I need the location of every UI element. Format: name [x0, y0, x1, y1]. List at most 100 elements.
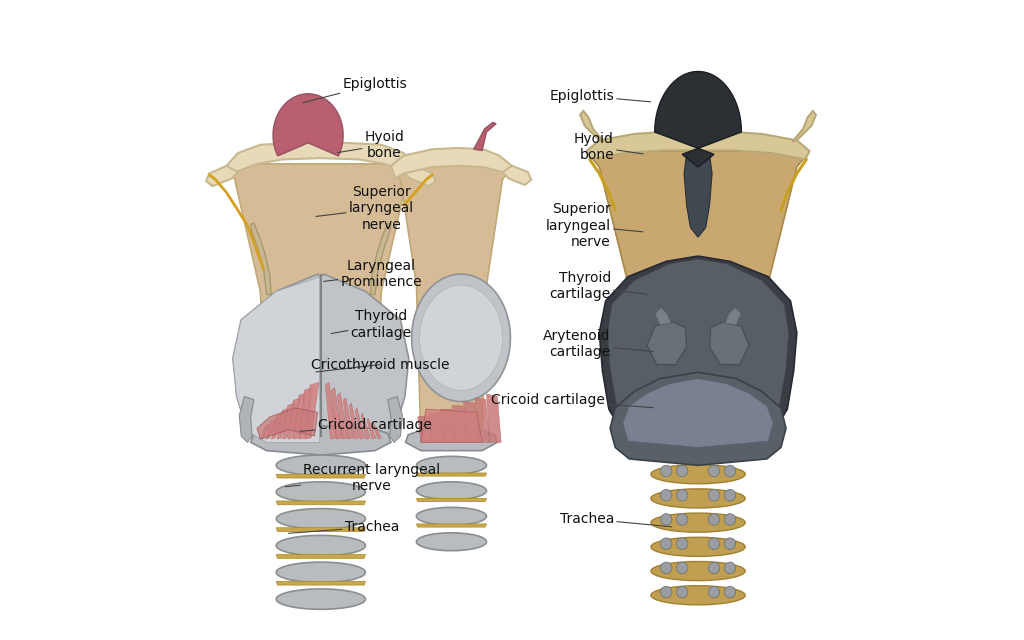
Polygon shape: [371, 223, 391, 294]
Polygon shape: [332, 388, 342, 439]
Text: Hyoid
bone: Hyoid bone: [574, 132, 643, 162]
Polygon shape: [349, 403, 359, 439]
Polygon shape: [251, 223, 271, 294]
Polygon shape: [607, 259, 788, 449]
Polygon shape: [418, 415, 432, 442]
Polygon shape: [206, 166, 238, 186]
Polygon shape: [266, 418, 278, 439]
Polygon shape: [610, 372, 786, 465]
Polygon shape: [373, 423, 381, 439]
Polygon shape: [305, 383, 318, 439]
Text: Superior
laryngeal
nerve: Superior laryngeal nerve: [546, 202, 643, 249]
Ellipse shape: [417, 456, 486, 474]
Polygon shape: [276, 501, 366, 505]
Polygon shape: [288, 397, 301, 439]
Polygon shape: [337, 393, 348, 439]
Ellipse shape: [412, 274, 510, 401]
Polygon shape: [725, 307, 741, 325]
Ellipse shape: [276, 536, 366, 556]
Ellipse shape: [709, 586, 720, 598]
Ellipse shape: [651, 561, 745, 580]
Polygon shape: [475, 397, 489, 442]
Ellipse shape: [724, 562, 735, 573]
Polygon shape: [581, 111, 604, 141]
Ellipse shape: [276, 589, 366, 609]
Ellipse shape: [677, 514, 688, 525]
Polygon shape: [276, 554, 366, 558]
Polygon shape: [276, 528, 366, 532]
Polygon shape: [417, 473, 486, 476]
Polygon shape: [276, 474, 366, 478]
Ellipse shape: [651, 465, 745, 484]
Ellipse shape: [660, 562, 672, 573]
Polygon shape: [587, 151, 810, 449]
Ellipse shape: [724, 465, 735, 477]
Text: Trachea: Trachea: [289, 520, 399, 534]
Ellipse shape: [677, 586, 688, 598]
Polygon shape: [355, 408, 365, 439]
Ellipse shape: [677, 490, 688, 501]
Polygon shape: [299, 388, 313, 439]
Polygon shape: [793, 111, 816, 141]
Ellipse shape: [276, 509, 366, 529]
Ellipse shape: [660, 465, 672, 477]
Polygon shape: [278, 408, 289, 439]
Polygon shape: [403, 166, 435, 186]
Ellipse shape: [417, 482, 486, 500]
Polygon shape: [647, 321, 687, 365]
Text: Epiglottis: Epiglottis: [303, 77, 408, 102]
Polygon shape: [464, 401, 478, 442]
Ellipse shape: [709, 562, 720, 573]
Text: Cricoid cartilage: Cricoid cartilage: [300, 418, 432, 432]
Polygon shape: [368, 418, 376, 439]
Polygon shape: [453, 405, 467, 442]
Text: Trachea: Trachea: [559, 512, 672, 527]
Polygon shape: [276, 581, 366, 585]
Ellipse shape: [651, 586, 745, 605]
Ellipse shape: [724, 586, 735, 598]
Text: Thyroid
cartilage: Thyroid cartilage: [550, 271, 647, 301]
Ellipse shape: [420, 285, 503, 390]
Polygon shape: [388, 396, 402, 442]
Text: Cricoid cartilage: Cricoid cartilage: [492, 393, 653, 408]
Polygon shape: [587, 131, 810, 159]
Ellipse shape: [660, 490, 672, 501]
Polygon shape: [421, 409, 482, 442]
Ellipse shape: [709, 514, 720, 525]
Polygon shape: [503, 166, 531, 185]
Polygon shape: [251, 426, 391, 455]
Polygon shape: [440, 409, 456, 442]
Polygon shape: [391, 148, 512, 179]
Polygon shape: [228, 164, 414, 441]
Text: Arytenoid
cartilage: Arytenoid cartilage: [544, 329, 653, 359]
Ellipse shape: [677, 465, 688, 477]
Ellipse shape: [276, 482, 366, 502]
Polygon shape: [226, 143, 415, 173]
Ellipse shape: [709, 538, 720, 549]
Polygon shape: [257, 408, 317, 439]
Polygon shape: [654, 72, 741, 167]
Ellipse shape: [660, 514, 672, 525]
Polygon shape: [623, 379, 773, 447]
Text: Recurrent laryngeal
nerve: Recurrent laryngeal nerve: [286, 463, 440, 493]
Ellipse shape: [651, 513, 745, 532]
Ellipse shape: [677, 562, 688, 573]
Text: Hyoid
bone: Hyoid bone: [338, 130, 404, 160]
Ellipse shape: [276, 455, 366, 476]
Ellipse shape: [276, 562, 366, 582]
Polygon shape: [361, 413, 371, 439]
Ellipse shape: [724, 538, 735, 549]
Ellipse shape: [677, 538, 688, 549]
Polygon shape: [232, 276, 321, 442]
Polygon shape: [599, 256, 797, 447]
Polygon shape: [684, 154, 712, 237]
Text: Laryngeal
Prominence: Laryngeal Prominence: [324, 259, 422, 289]
Polygon shape: [417, 499, 486, 502]
Ellipse shape: [724, 514, 735, 525]
Polygon shape: [294, 393, 307, 439]
Ellipse shape: [709, 465, 720, 477]
Text: Superior
laryngeal
nerve: Superior laryngeal nerve: [316, 186, 414, 232]
Polygon shape: [273, 94, 343, 156]
Text: Thyroid
cartilage: Thyroid cartilage: [331, 309, 412, 340]
Polygon shape: [232, 274, 409, 442]
